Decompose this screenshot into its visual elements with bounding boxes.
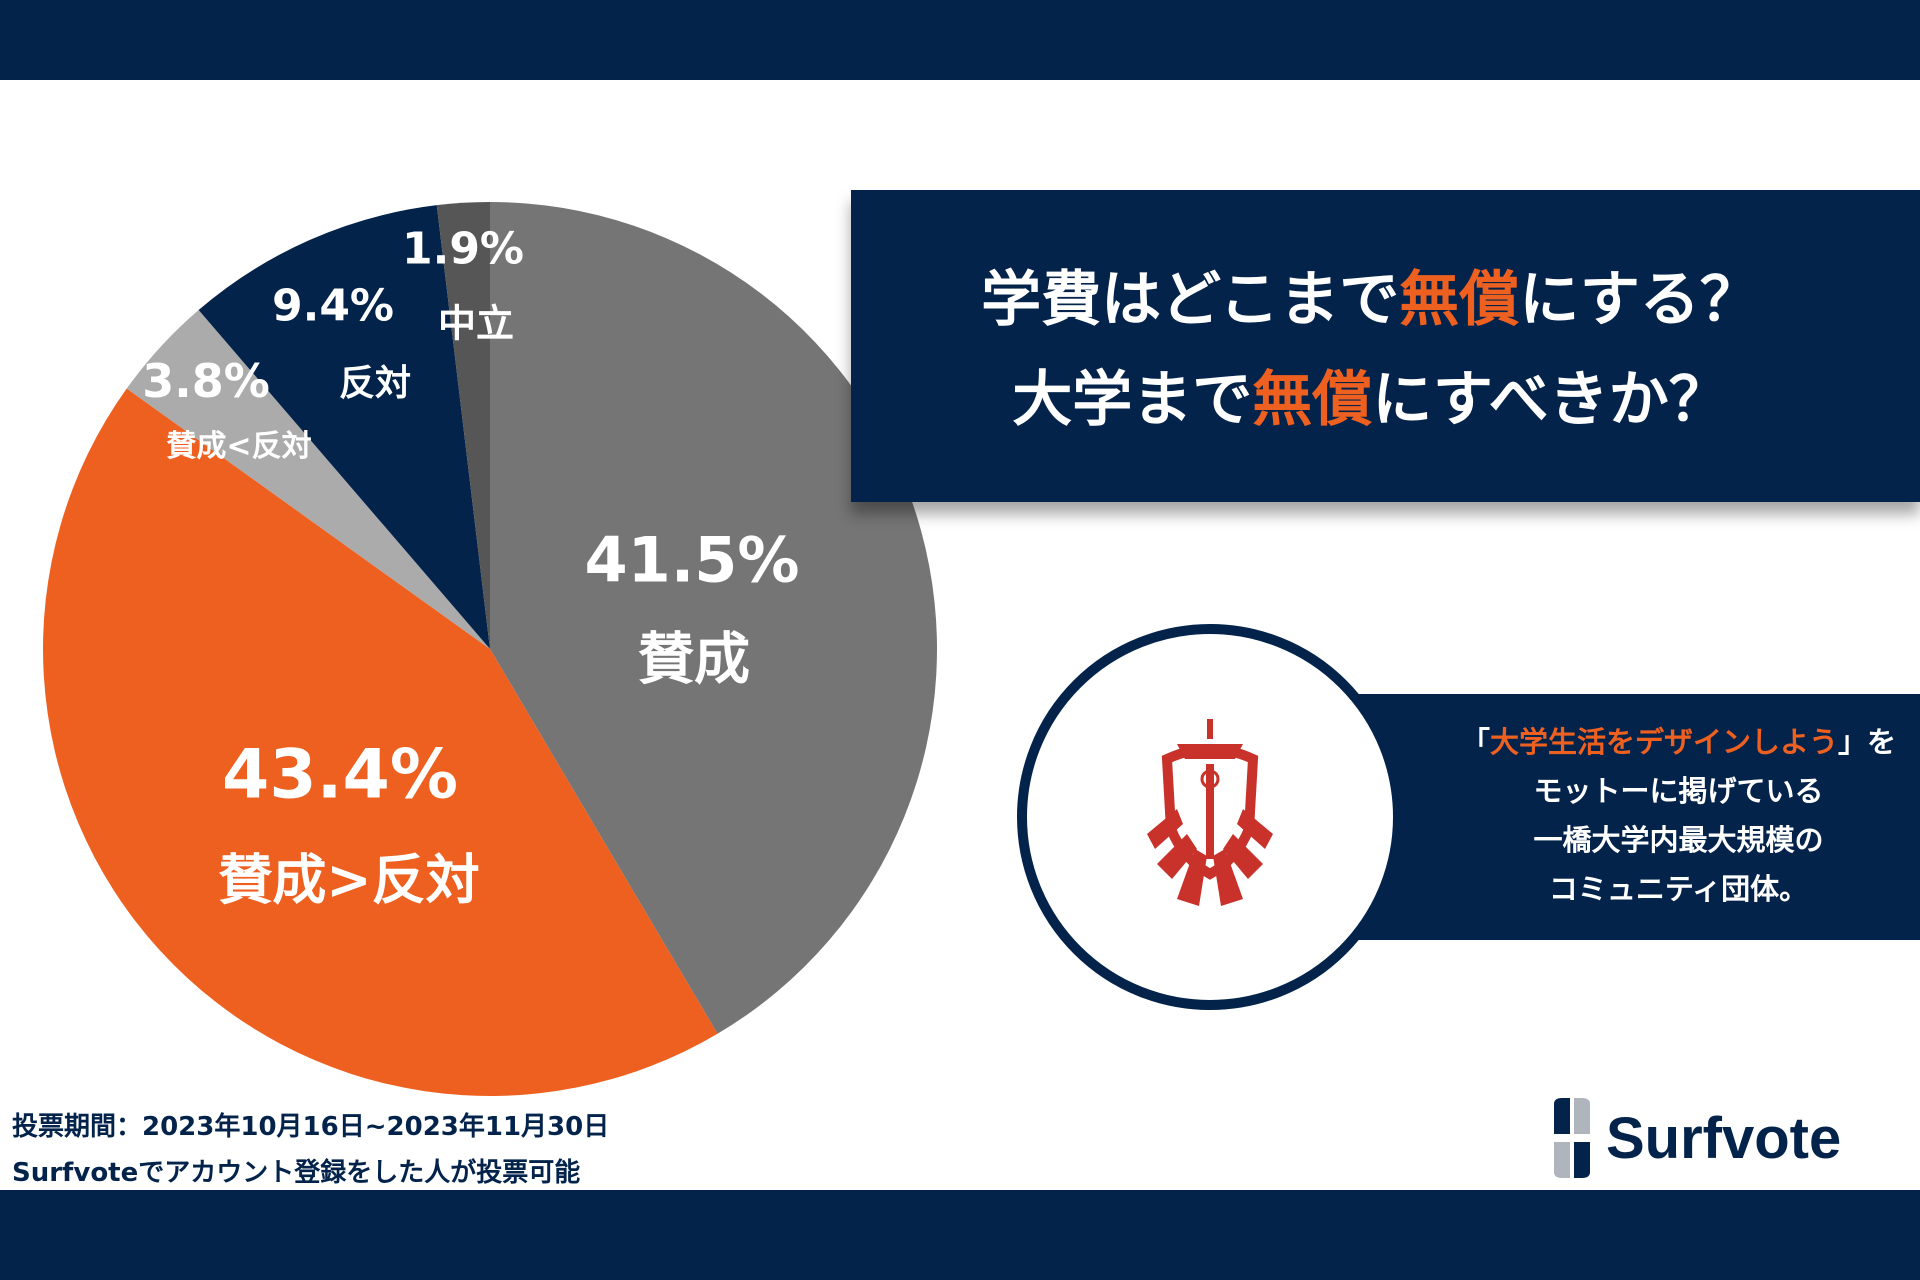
label-value-lean-sansei: 43.4%	[222, 735, 458, 815]
pie-slice-4	[436, 202, 490, 649]
label-lean-hantai: 賛成<反対	[166, 429, 312, 464]
motto-box: 「大学生活をデザインしよう」を モットーに掲げている 一橋大学内最大規模の コミ…	[1347, 694, 1920, 940]
motto-text: 一橋大学内最大規模の	[1533, 823, 1824, 857]
label-value-sansei: 41.5%	[584, 523, 800, 597]
pie-chart	[42, 202, 938, 1096]
bottom-bar	[0, 1190, 1920, 1280]
title-text: 大学まで	[1012, 365, 1253, 435]
label-sansei: 賛成	[638, 627, 750, 693]
label-lean-sansei: 賛成>反対	[218, 848, 480, 912]
label-hantai: 反対	[338, 363, 412, 404]
motto-highlight: 大学生活をデザインしよう	[1489, 725, 1838, 759]
surfvote-mark-icon	[1554, 1098, 1590, 1178]
pie-slice-2	[126, 310, 490, 649]
pie-slice-3	[198, 205, 491, 650]
voting-eligibility: Surfvoteでアカウント登録をした人が投票可能	[12, 1158, 581, 1188]
title-highlight: 無償	[1399, 265, 1520, 335]
top-bar	[0, 0, 1920, 80]
surfvote-logo: Surfvote	[1550, 1098, 1841, 1178]
motto-text: 」を	[1838, 725, 1897, 759]
label-neutral: 中立	[437, 301, 515, 346]
voting-period: 投票期間：2023年10月16日~2023年11月30日	[12, 1112, 610, 1142]
footer-note: 投票期間：2023年10月16日~2023年11月30日 Surfvoteでアカ…	[12, 1104, 609, 1196]
label-value-hantai: 9.4%	[271, 280, 395, 332]
title-box: 学費はどこまで無償にする？ 大学まで無償にすべきか？	[851, 190, 1920, 502]
title-line-2: 大学まで無償にすべきか？	[851, 350, 1890, 450]
pie-slice-0	[490, 202, 938, 1034]
motto-text: モットーに掲げている	[1533, 774, 1824, 808]
motto-text: 「	[1460, 725, 1490, 759]
title-highlight: 無償	[1252, 365, 1373, 435]
pie-slice-1	[42, 388, 718, 1096]
title-text: にする？	[1519, 265, 1760, 335]
motto-text: コミュニティ団体。	[1548, 872, 1809, 906]
label-value-neutral: 1.9%	[401, 223, 525, 275]
organization-logo	[1017, 624, 1403, 1010]
title-line-1: 学費はどこまで無償にする？	[851, 250, 1890, 350]
title-text: にすべきか？	[1372, 365, 1729, 435]
title-text: 学費はどこまで	[981, 265, 1400, 335]
emblem-icon	[1147, 719, 1273, 906]
label-value-lean-hantai: 3.8%	[142, 354, 270, 408]
brand-name: Surfvote	[1606, 1105, 1842, 1171]
